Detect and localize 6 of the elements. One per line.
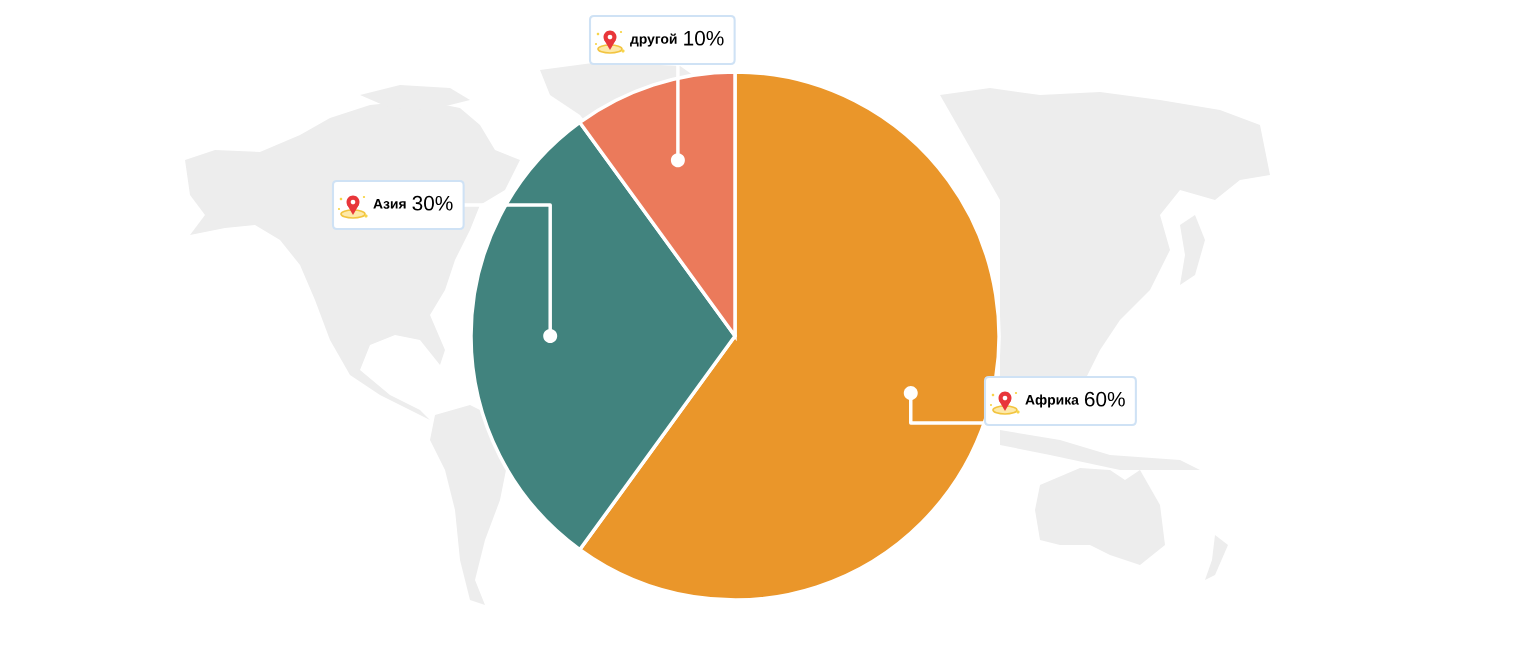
slice-label: Африка [1025, 394, 1079, 408]
slice-label: другой [630, 33, 677, 47]
data-label: 10% [684, 30, 724, 46]
slice-label: Азия [373, 199, 406, 209]
data-label: 60% [1084, 391, 1125, 407]
data-label: 30% [412, 195, 453, 211]
